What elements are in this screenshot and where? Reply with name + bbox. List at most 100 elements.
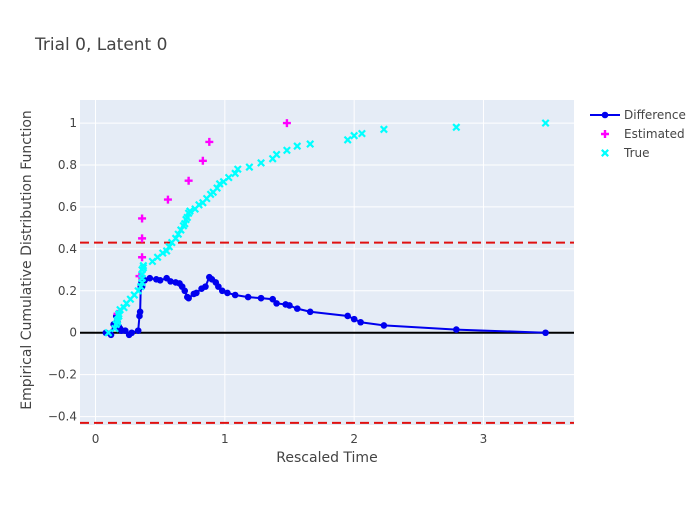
difference-point — [380, 322, 388, 329]
true-point — [162, 246, 171, 255]
estimated-point — [138, 234, 147, 243]
true-point — [139, 261, 148, 270]
y-tick-label: 0 — [69, 326, 77, 340]
true-point — [306, 140, 315, 149]
difference-point — [121, 327, 129, 334]
x-tick-label: 1 — [221, 432, 229, 446]
true-point — [257, 158, 266, 167]
difference-point — [306, 308, 314, 316]
legend-item-difference: Difference — [590, 108, 686, 122]
legend-item-estimated: Estimated — [601, 127, 685, 141]
difference-point — [193, 289, 200, 297]
difference-point — [202, 283, 209, 290]
legend-label: Difference — [624, 108, 686, 122]
y-tick-label: 0.2 — [58, 284, 77, 298]
difference-point — [542, 329, 549, 337]
true-point — [113, 318, 122, 327]
difference-point — [257, 294, 265, 302]
difference-point — [357, 318, 364, 326]
true-point — [357, 129, 366, 138]
difference-point — [269, 295, 276, 303]
difference-point — [167, 278, 174, 285]
estimated-point — [184, 176, 193, 185]
true-point — [104, 328, 113, 337]
y-tick-label: 0.8 — [58, 158, 77, 172]
true-point — [114, 311, 123, 320]
legend-marker-swatch — [601, 130, 609, 138]
legend-marker-swatch — [601, 111, 609, 119]
difference-point — [181, 287, 189, 295]
series-layer — [102, 119, 550, 339]
difference-point — [136, 308, 144, 316]
true-point — [119, 303, 128, 312]
true-point — [231, 169, 240, 178]
x-tick-label: 3 — [480, 432, 488, 446]
estimated-point — [163, 195, 172, 204]
true-point — [379, 125, 388, 134]
true-point — [139, 263, 148, 272]
true-point — [165, 242, 174, 251]
true-point — [158, 249, 167, 258]
legend-label: True — [623, 146, 650, 160]
true-point — [176, 226, 185, 234]
difference-point — [350, 315, 358, 323]
true-point — [213, 184, 222, 193]
legend: Difference Estimated True — [590, 108, 686, 160]
difference-point — [215, 283, 222, 290]
difference-point — [156, 277, 164, 284]
estimated-point — [198, 156, 207, 165]
difference-point — [218, 287, 226, 295]
y-tick-label: 0.6 — [58, 200, 77, 214]
y-tick-label: −0.4 — [48, 410, 77, 424]
true-point — [174, 230, 183, 239]
difference-point — [146, 274, 154, 282]
true-point — [215, 179, 224, 188]
x-axis-title: Rescaled Time — [276, 450, 377, 466]
true-point — [541, 119, 550, 128]
estimated-point — [282, 119, 291, 128]
x-tick-label: 2 — [350, 432, 358, 446]
true-point — [245, 163, 254, 172]
true-point — [452, 123, 461, 132]
true-point — [185, 207, 194, 216]
difference-point — [231, 291, 239, 299]
true-point — [272, 150, 281, 159]
series-true — [104, 119, 550, 337]
plot-layer: 0 1 2 3 −0.4 −0.2 0 0.2 0.4 0.6 0.8 1 — [48, 100, 574, 446]
true-point — [134, 286, 143, 295]
difference-point — [224, 289, 231, 297]
true-point — [233, 165, 242, 174]
estimated-point — [138, 253, 147, 262]
true-point — [343, 135, 352, 144]
difference-point — [453, 326, 460, 333]
difference-point — [134, 327, 142, 334]
legend-item-true: True — [601, 146, 650, 160]
chart-title: Trial 0, Latent 0 — [34, 35, 167, 55]
y-tick-label: 1 — [69, 116, 77, 130]
true-point — [224, 173, 233, 182]
true-point — [282, 146, 291, 155]
plot-background — [80, 100, 574, 425]
difference-point — [293, 305, 301, 312]
y-tick-label: 0.4 — [58, 242, 77, 256]
true-point — [171, 234, 180, 243]
true-point — [194, 200, 203, 209]
difference-point — [185, 294, 192, 302]
true-point — [350, 131, 359, 140]
difference-point — [244, 293, 252, 301]
legend-label: Estimated — [624, 127, 685, 141]
y-axis-title: Empirical Cumulative Distribution Functi… — [19, 110, 35, 410]
difference-point — [128, 329, 136, 337]
difference-point — [344, 312, 351, 320]
y-tick-label: −0.2 — [48, 368, 77, 382]
estimated-point — [138, 214, 147, 223]
difference-point — [286, 302, 293, 309]
legend-marker-swatch — [601, 149, 609, 157]
true-point — [116, 305, 125, 314]
true-point — [293, 142, 302, 151]
difference-point — [273, 300, 280, 307]
x-tick-label: 0 — [92, 432, 100, 446]
estimated-point — [205, 137, 214, 146]
